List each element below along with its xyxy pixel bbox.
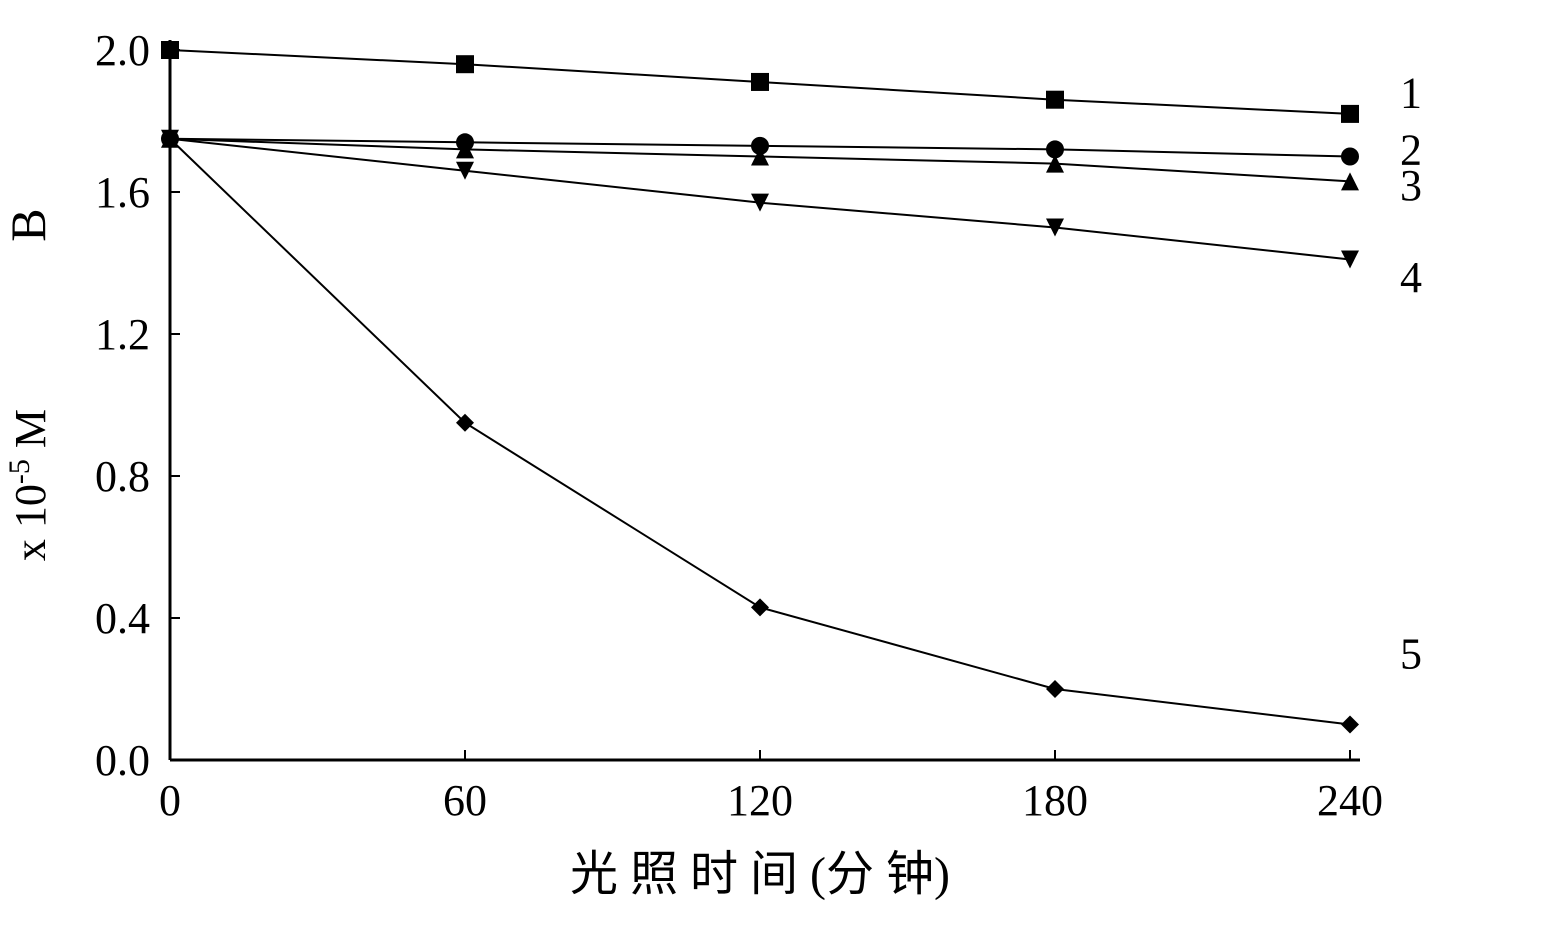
y-tick-label: 2.0: [95, 26, 150, 75]
series-marker-5: [751, 598, 769, 616]
series-label-4: 4: [1400, 253, 1422, 302]
x-tick-label: 240: [1317, 776, 1383, 825]
series-marker-5: [1341, 716, 1359, 734]
series-line-5: [170, 139, 1350, 725]
series-marker-2: [1341, 148, 1359, 166]
y-axis-label-unit: x 10-5 M: [3, 409, 56, 561]
x-tick-label: 180: [1022, 776, 1088, 825]
series-label-3: 3: [1400, 161, 1422, 210]
x-tick-label: 60: [443, 776, 487, 825]
series-marker-1: [1046, 91, 1064, 109]
line-chart: 0 60 120 180 240 0.0 0.4 0.8 1.2 1.6 2.0 光 照 时 间 (分…: [0, 0, 1557, 949]
series-marker-1: [751, 73, 769, 91]
y-tick-label: 1.2: [95, 310, 150, 359]
x-axis-label: 光 照 时 间 (分 钟): [570, 848, 950, 901]
series-marker-1: [161, 41, 179, 59]
y-tick-label: 1.6: [95, 168, 150, 217]
series-marker-1: [456, 55, 474, 73]
y-tick-label: 0.8: [95, 452, 150, 501]
chart-container: 0 60 120 180 240 0.0 0.4 0.8 1.2 1.6 2.0 光 照 时 间 (分…: [0, 0, 1557, 949]
series-marker-5: [1046, 680, 1064, 698]
series-label-1: 1: [1400, 69, 1422, 118]
y-axis-label-b: B: [0, 208, 56, 241]
y-tick-label: 0.0: [95, 736, 150, 785]
x-tick-label: 0: [159, 776, 181, 825]
series-marker-1: [1341, 105, 1359, 123]
x-tick-label: 120: [727, 776, 793, 825]
series-label-5: 5: [1400, 630, 1422, 679]
y-tick-label: 0.4: [95, 594, 150, 643]
